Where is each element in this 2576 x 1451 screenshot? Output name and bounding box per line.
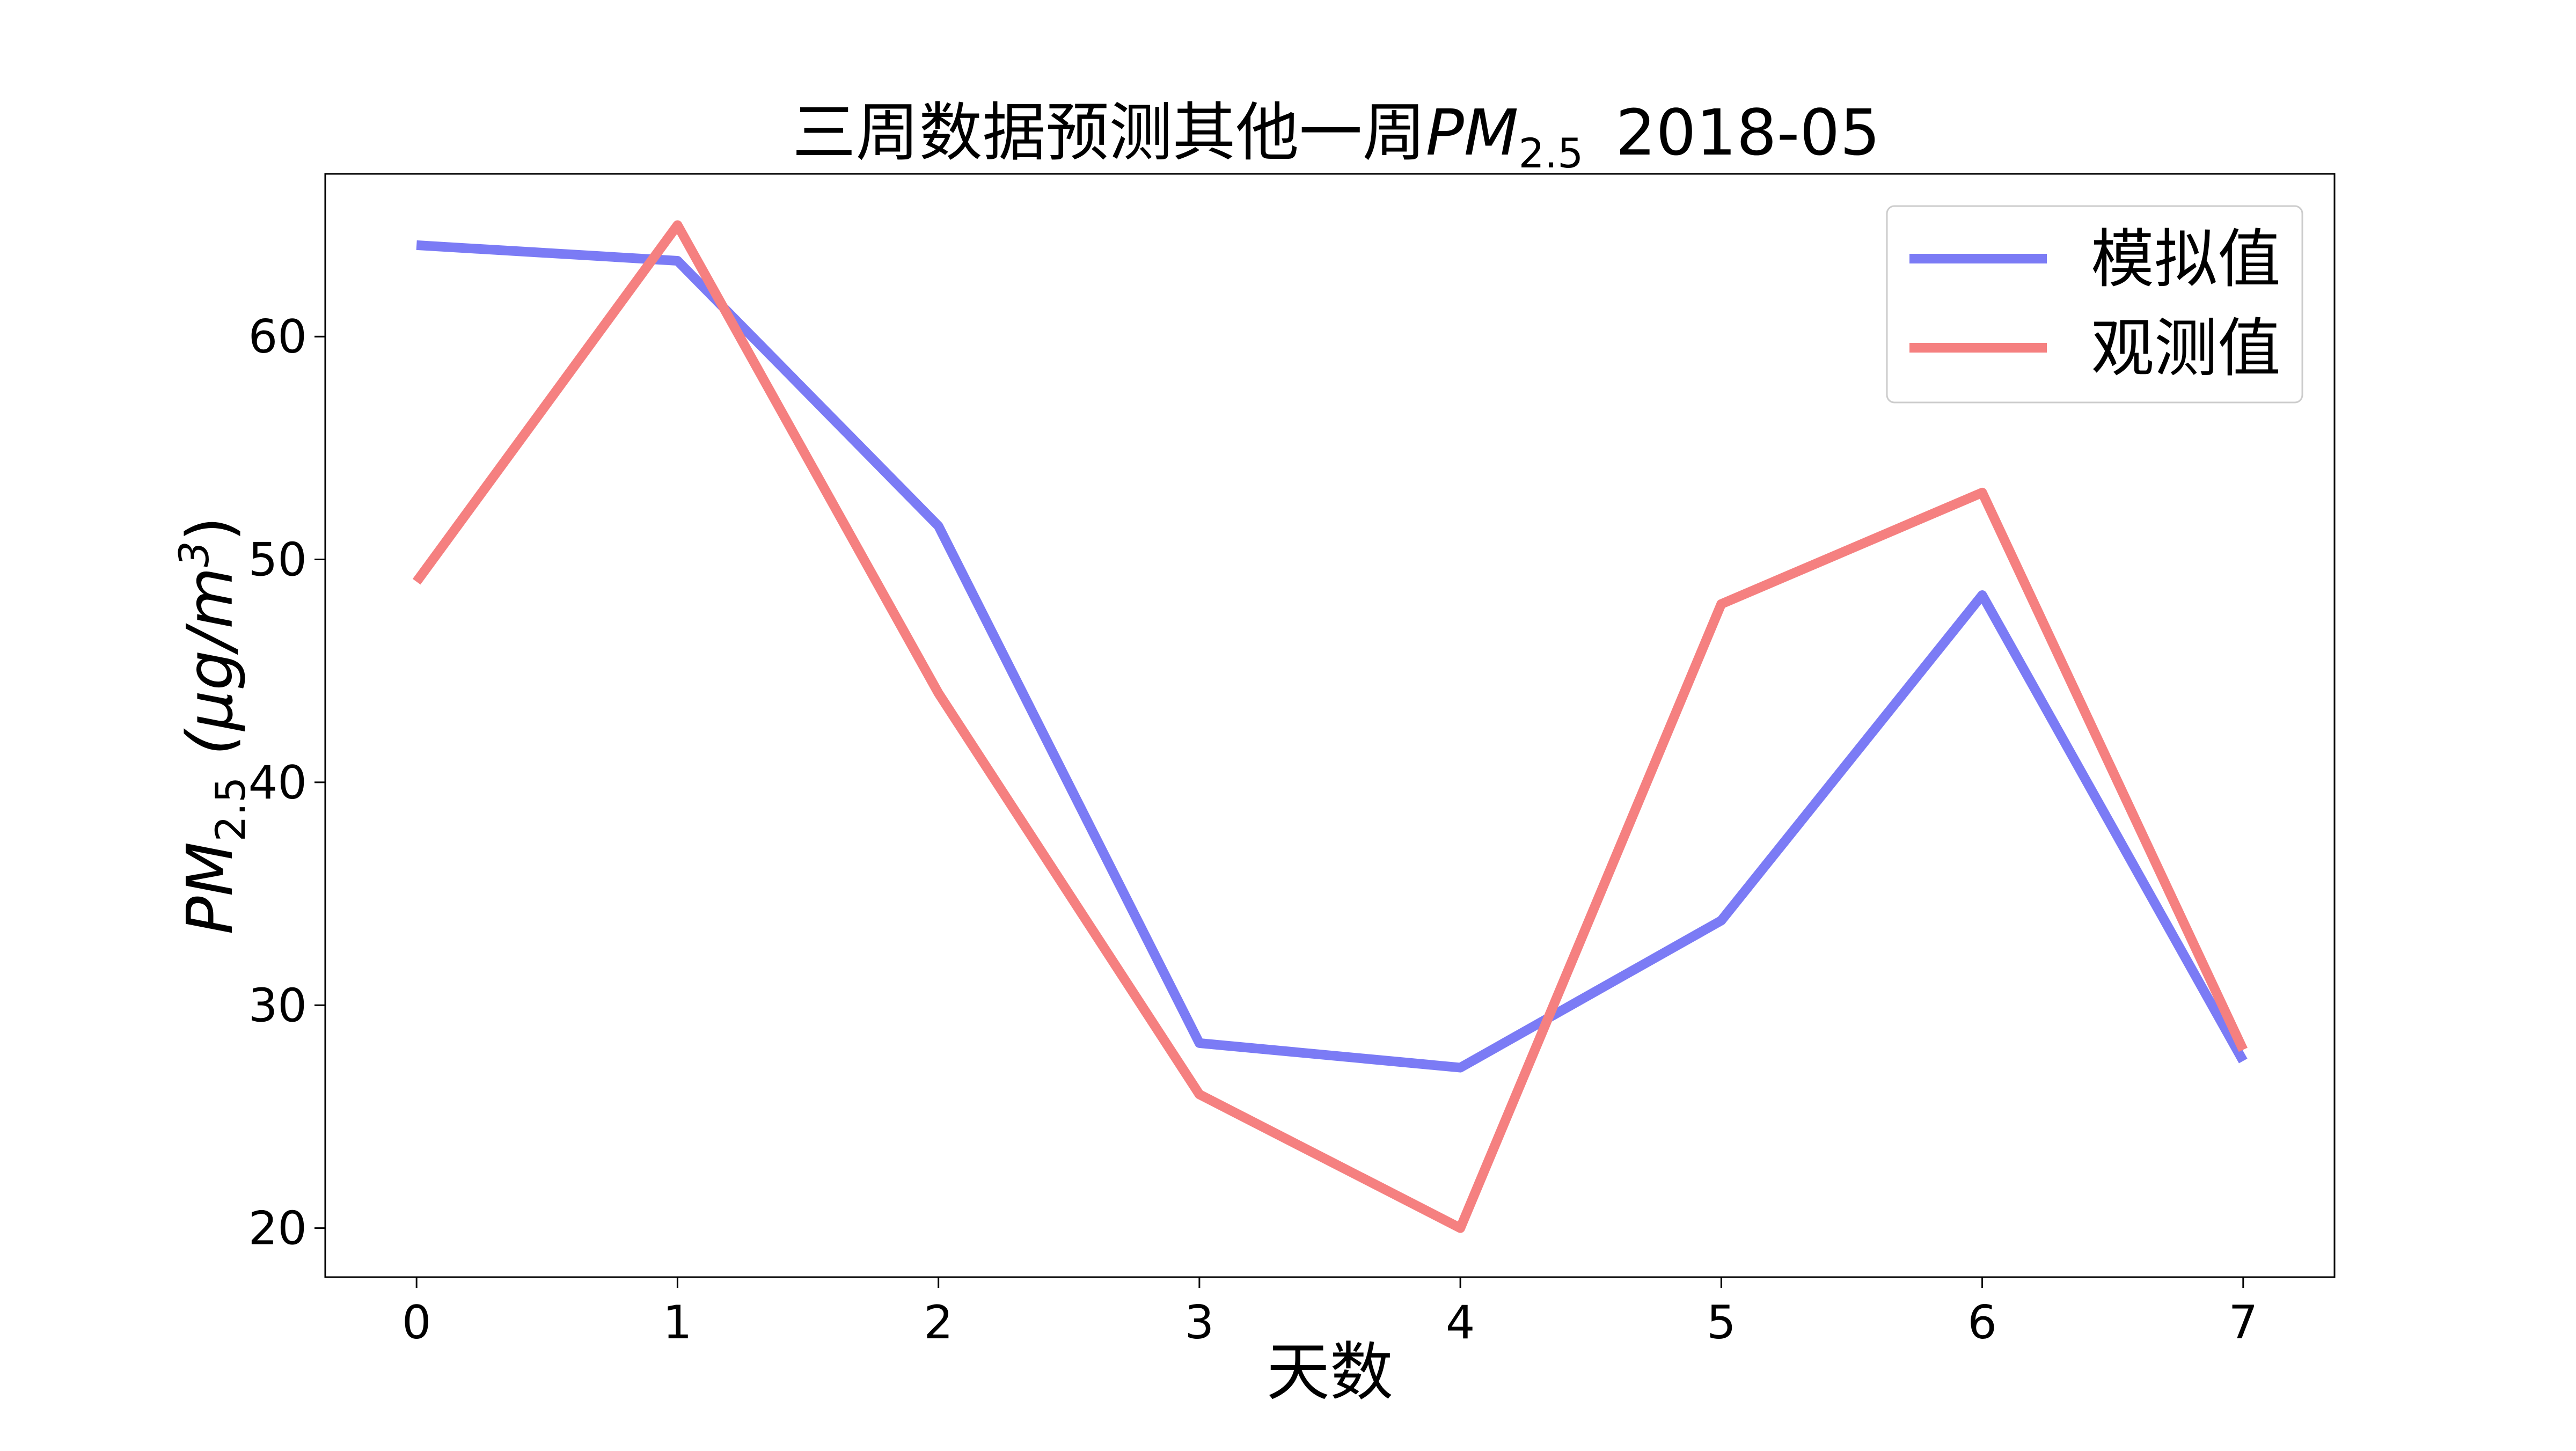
- y-tick-label: 50: [248, 533, 307, 587]
- title-pm-subscript: 2.5: [1519, 129, 1584, 177]
- ylabel-unit-open: (μg/m: [173, 567, 247, 756]
- y-axis-ticks: 20 30 40 50 60: [248, 310, 325, 1256]
- legend: 模拟值 观测值: [1886, 205, 2303, 404]
- ylabel-pm-subscript: 2.5: [207, 777, 254, 842]
- y-tick-label: 40: [248, 756, 307, 810]
- chart-title: 三周数据预测其他一周PM2.5 2018-05: [793, 96, 1880, 177]
- series-lines: [412, 220, 2248, 1233]
- y-tick-label: 20: [248, 1202, 307, 1256]
- title-suffix: 2018-05: [1615, 96, 1880, 170]
- x-tick-label: 7: [2228, 1296, 2258, 1350]
- x-axis-title: 天数: [1267, 1335, 1393, 1409]
- ylabel-unit-superscript: 3: [170, 541, 218, 567]
- x-tick-label: 5: [1707, 1296, 1736, 1350]
- legend-label-simulated: 模拟值: [2091, 222, 2281, 296]
- y-tick-label: 30: [248, 979, 307, 1032]
- x-axis-ticks: 0 1 2 3 4 5 6 7: [402, 1277, 2258, 1350]
- ylabel-pm: PM: [173, 842, 247, 935]
- plot-area-frame: [324, 173, 2336, 1278]
- series-line-observed: [412, 220, 2248, 1233]
- x-tick-label: 2: [924, 1296, 953, 1350]
- x-tick-label: 6: [1967, 1296, 1997, 1350]
- title-main: 三周数据预测其他一周: [793, 96, 1426, 170]
- x-tick-label: 3: [1185, 1296, 1214, 1350]
- ylabel-unit-close: ): [173, 517, 247, 541]
- x-tick-label: 0: [402, 1296, 431, 1350]
- x-tick-label: 1: [663, 1296, 692, 1350]
- y-axis-title: PM2.5 (μg/m3): [170, 517, 254, 935]
- y-tick-label: 60: [248, 310, 307, 364]
- x-tick-label: 4: [1446, 1296, 1475, 1350]
- title-pm: PM: [1426, 96, 1519, 170]
- legend-label-observed: 观测值: [2091, 311, 2281, 385]
